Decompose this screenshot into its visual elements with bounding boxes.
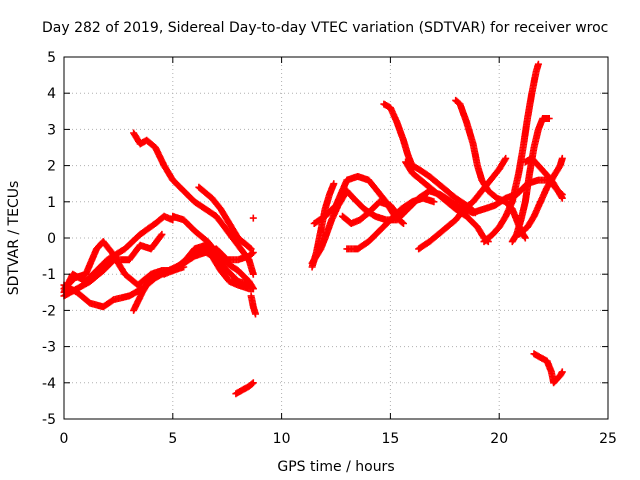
data-point-marker xyxy=(157,232,165,240)
data-series xyxy=(232,379,257,398)
x-axis-title: GPS time / hours xyxy=(277,459,394,475)
data-series xyxy=(169,212,257,293)
data-point-marker xyxy=(248,249,256,257)
data-point-marker xyxy=(534,60,542,68)
y-tick-label: -3 xyxy=(42,340,56,356)
data-point-marker xyxy=(248,380,256,388)
y-tick-label: 0 xyxy=(47,231,56,247)
x-tick-label: 10 xyxy=(273,431,291,447)
data-point-marker xyxy=(249,214,257,222)
data-point-marker xyxy=(249,285,257,293)
y-tick-label: 4 xyxy=(47,86,56,102)
data-point-marker xyxy=(558,368,566,376)
y-tick-label: 2 xyxy=(47,159,56,175)
data-point-marker xyxy=(249,379,257,387)
data-point-marker xyxy=(400,220,407,227)
y-tick-label: -1 xyxy=(42,267,56,283)
data-point-marker xyxy=(558,191,566,199)
y-tick-label: 5 xyxy=(47,50,56,66)
data-point-marker xyxy=(470,208,478,216)
data-point-marker xyxy=(246,244,254,252)
x-tick-label: 20 xyxy=(490,431,508,447)
data-series xyxy=(452,96,529,242)
data-series xyxy=(508,115,553,246)
data-series xyxy=(530,350,566,387)
data-series xyxy=(480,60,542,246)
data-point-marker xyxy=(501,156,509,164)
data-point-marker xyxy=(247,245,255,253)
data-series xyxy=(343,194,438,253)
data-series xyxy=(60,212,177,296)
data-series xyxy=(60,230,166,300)
data-point-marker xyxy=(249,270,257,278)
data-point-marker xyxy=(430,198,438,206)
y-tick-label: -2 xyxy=(42,303,56,319)
axis-ticks: 0 5 10 15 20 25 -5 -4 -3 -2 -1 0 1 2 3 4 5 xyxy=(42,50,617,447)
data-series xyxy=(521,154,566,199)
data-series xyxy=(402,158,492,246)
x-tick-label: 15 xyxy=(381,431,399,447)
data-point-marker xyxy=(158,230,166,238)
data-point-marker xyxy=(330,180,338,188)
y-tick-label: 1 xyxy=(47,195,56,211)
data-point-marker xyxy=(558,154,566,162)
data-point-marker xyxy=(398,219,406,227)
data-series xyxy=(249,214,257,222)
x-tick-label: 25 xyxy=(599,431,617,447)
x-tick-label: 0 xyxy=(60,431,69,447)
data-markers xyxy=(60,60,566,398)
data-point-marker xyxy=(502,154,510,162)
y-tick-label: -5 xyxy=(42,412,56,428)
data-point-marker xyxy=(521,234,529,242)
data-series xyxy=(130,129,257,278)
data-point-marker xyxy=(249,249,257,256)
y-tick-label: -4 xyxy=(42,376,56,392)
y-axis-title: SDTVAR / TECUs xyxy=(6,181,22,296)
data-point-marker xyxy=(557,190,565,198)
data-series xyxy=(247,292,259,318)
chart-title: Day 282 of 2019, Sidereal Day-to-day VTE… xyxy=(42,20,608,36)
data-series xyxy=(339,198,403,227)
data-point-marker xyxy=(471,209,479,217)
data-series xyxy=(380,100,479,217)
data-point-marker xyxy=(545,115,553,122)
data-series xyxy=(195,183,255,253)
data-point-marker xyxy=(252,310,259,318)
x-tick-label: 5 xyxy=(168,431,177,447)
y-tick-label: 3 xyxy=(47,122,56,138)
data-series xyxy=(60,238,188,293)
